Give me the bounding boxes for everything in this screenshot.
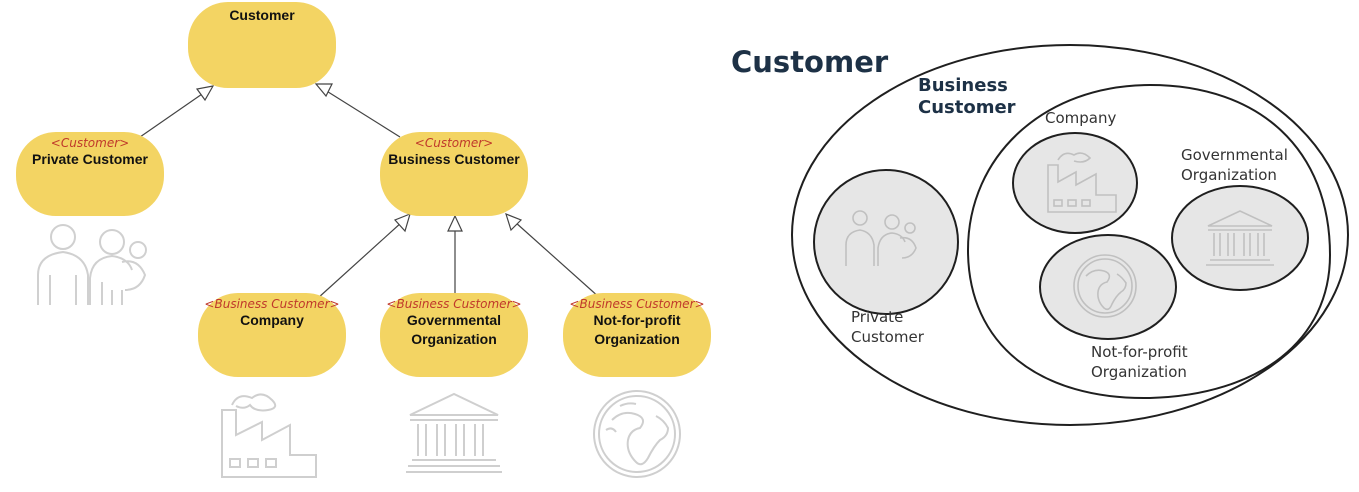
venn-business-label-line1: Business: [918, 75, 1008, 96]
venn-nonprofit-line1: Not-for-profit: [1091, 343, 1188, 361]
factory-icon: [221, 393, 317, 478]
government-building-icon: [406, 392, 502, 473]
business-customer-stereotype: <Customer>: [414, 136, 494, 150]
venn-business-label-line2: Customer: [918, 97, 1016, 118]
company-title: Company: [240, 312, 304, 328]
globe-icon: [1073, 254, 1137, 318]
company-node[interactable]: <Business Customer> Company: [198, 293, 346, 377]
governmental-title-line1: Governmental: [406, 312, 502, 328]
globe-icon: [593, 390, 681, 478]
nonprofit-title-line1: Not-for-profit: [593, 312, 681, 328]
nonprofit-bubble: [1039, 234, 1177, 340]
government-building-icon: [1206, 210, 1274, 266]
nonprofit-stereotype: <Business Customer>: [569, 297, 705, 311]
venn-private-line1: Private: [851, 308, 904, 326]
venn-nonprofit-line2: Organization: [1091, 363, 1187, 381]
venn-governmental-line2: Organization: [1181, 166, 1277, 184]
venn-customer-label: Customer: [731, 45, 889, 79]
customer-node[interactable]: Customer: [188, 2, 336, 88]
family-icon: [845, 210, 917, 266]
family-icon: [37, 224, 147, 305]
company-bubble: [1012, 132, 1138, 234]
private-customer-title: Private Customer: [32, 151, 148, 167]
factory-icon: [1047, 152, 1117, 213]
venn-governmental-line1: Governmental: [1181, 146, 1288, 164]
customer-set-ellipse: [791, 44, 1349, 426]
private-customer-bubble: [813, 169, 959, 315]
nonprofit-title-line2: Organization: [594, 331, 680, 347]
company-stereotype: <Business Customer>: [204, 297, 340, 311]
governmental-node[interactable]: <Business Customer> Governmental Organiz…: [380, 293, 528, 377]
governmental-title-line2: Organization: [411, 331, 497, 347]
business-customer-set-ellipse: [966, 83, 1332, 400]
governmental-bubble: [1171, 185, 1309, 291]
nonprofit-node[interactable]: <Business Customer> Not-for-profit Organ…: [563, 293, 711, 377]
business-customer-node[interactable]: <Customer> Business Customer: [380, 132, 528, 216]
governmental-stereotype: <Business Customer>: [386, 297, 522, 311]
private-customer-node[interactable]: <Customer> Private Customer: [16, 132, 164, 216]
venn-private-line2: Customer: [851, 328, 924, 346]
business-customer-title: Business Customer: [388, 151, 520, 167]
venn-company-label: Company: [1045, 109, 1117, 127]
private-customer-stereotype: <Customer>: [50, 136, 130, 150]
customer-node-title: Customer: [229, 7, 295, 23]
